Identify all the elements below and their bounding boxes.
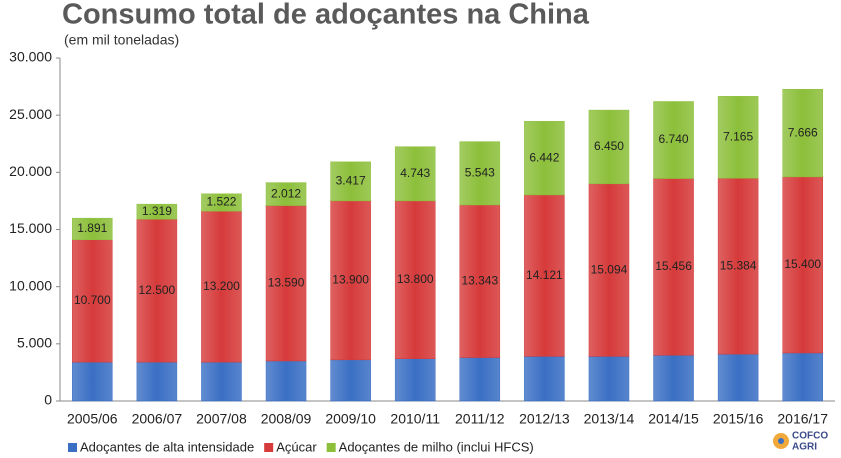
bar-segment bbox=[72, 239, 113, 363]
bar-segment bbox=[265, 205, 307, 362]
x-tick-label: 2009/10 bbox=[325, 411, 376, 427]
bar-segment bbox=[524, 194, 565, 357]
bar-segment bbox=[265, 360, 307, 402]
bar-segment bbox=[459, 141, 501, 206]
value-label: 7.666 bbox=[788, 125, 818, 139]
x-tick-label: 2014/15 bbox=[648, 411, 699, 427]
bar-segment bbox=[717, 353, 759, 402]
value-label: 13.590 bbox=[268, 275, 305, 289]
bar-segment bbox=[459, 357, 501, 402]
value-label: 15.094 bbox=[591, 262, 628, 276]
value-label: 10.700 bbox=[74, 293, 111, 307]
x-tick-label: 2012/13 bbox=[519, 411, 570, 427]
bar-segment bbox=[72, 217, 113, 241]
x-tick-label: 2005/06 bbox=[67, 411, 118, 427]
bar-segment bbox=[588, 109, 630, 185]
chart-title: Consumo total de adoçantes na China bbox=[62, 0, 590, 31]
bar-segment bbox=[782, 176, 823, 354]
logo-text: AGRI bbox=[792, 442, 817, 453]
value-label: 6.442 bbox=[529, 150, 559, 164]
bar-segment bbox=[265, 182, 307, 206]
value-label: 14.121 bbox=[526, 268, 563, 282]
value-label: 1.891 bbox=[77, 221, 107, 235]
bar-segment bbox=[72, 361, 113, 402]
legend-swatch bbox=[264, 443, 274, 452]
value-label: 5.543 bbox=[465, 165, 495, 179]
value-label: 15.456 bbox=[655, 259, 692, 273]
bar-segment bbox=[136, 203, 178, 220]
x-tick-label: 2006/07 bbox=[132, 411, 183, 427]
x-tick-label: 2008/09 bbox=[261, 411, 312, 427]
chart-subtitle: (em mil toneladas) bbox=[64, 32, 179, 48]
x-tick-label: 2007/08 bbox=[196, 411, 247, 427]
bar-segment bbox=[717, 96, 759, 179]
bar-segment bbox=[653, 355, 694, 402]
bar-segment bbox=[524, 121, 565, 196]
bar-segment bbox=[394, 200, 436, 359]
y-tick-label: 30.000 bbox=[9, 49, 52, 65]
value-label: 3.417 bbox=[336, 174, 366, 188]
bar-segment bbox=[524, 356, 565, 402]
bar-segment bbox=[653, 178, 694, 356]
y-tick-label: 5.000 bbox=[17, 335, 52, 351]
value-label: 1.522 bbox=[206, 195, 236, 209]
value-label: 4.743 bbox=[400, 166, 430, 180]
x-tick-label: 2015/16 bbox=[713, 411, 764, 427]
legend-label: Adoçantes de alta intensidade bbox=[80, 439, 254, 454]
x-tick-label: 2013/14 bbox=[584, 411, 635, 427]
bar-segment bbox=[136, 361, 178, 402]
logo: COFCO AGRI bbox=[773, 431, 828, 453]
bar-segment bbox=[330, 161, 371, 202]
value-label: 13.200 bbox=[203, 279, 240, 293]
bar-segment bbox=[201, 210, 242, 363]
x-tick-label: 2016/17 bbox=[777, 411, 828, 427]
value-label: 2.012 bbox=[271, 186, 301, 200]
bar-segment bbox=[330, 200, 371, 361]
legend-swatch bbox=[326, 443, 336, 452]
legend-label: Adoçantes de milho (inclui HFCS) bbox=[339, 439, 534, 454]
value-label: 15.384 bbox=[720, 258, 757, 272]
bar-segment bbox=[653, 101, 694, 179]
logo-icon-center bbox=[778, 438, 784, 444]
value-label: 15.400 bbox=[784, 257, 821, 271]
x-tick-label: 2011/12 bbox=[455, 411, 505, 427]
value-label: 7.165 bbox=[723, 129, 753, 143]
bar-segment bbox=[588, 183, 630, 357]
y-tick-label: 25.000 bbox=[9, 106, 52, 122]
bar-segment bbox=[782, 89, 823, 178]
bar-segment bbox=[717, 177, 759, 355]
logo-text: COFCO bbox=[792, 431, 828, 442]
bar-segment bbox=[394, 358, 436, 402]
bar-segment bbox=[588, 356, 630, 402]
y-tick-label: 15.000 bbox=[9, 220, 52, 236]
bar-segment bbox=[330, 359, 371, 402]
y-tick-label: 20.000 bbox=[9, 163, 52, 179]
legend-swatch bbox=[68, 443, 77, 452]
value-label: 13.343 bbox=[461, 273, 498, 287]
x-tick-label: 2010/11 bbox=[390, 411, 440, 427]
value-label: 13.900 bbox=[332, 273, 369, 287]
legend-label: Açúcar bbox=[276, 439, 317, 454]
y-tick-label: 0 bbox=[44, 392, 52, 408]
value-label: 13.800 bbox=[397, 272, 434, 286]
bar-segment bbox=[782, 352, 823, 402]
bar-segment bbox=[201, 193, 242, 212]
bar-segment bbox=[201, 361, 242, 402]
bar-segment bbox=[394, 146, 436, 202]
value-label: 1.319 bbox=[142, 204, 172, 218]
value-label: 6.450 bbox=[594, 139, 624, 153]
y-tick-label: 10.000 bbox=[9, 277, 52, 293]
value-label: 12.500 bbox=[139, 283, 176, 297]
bar-segment bbox=[459, 204, 501, 358]
value-label: 6.740 bbox=[659, 132, 689, 146]
